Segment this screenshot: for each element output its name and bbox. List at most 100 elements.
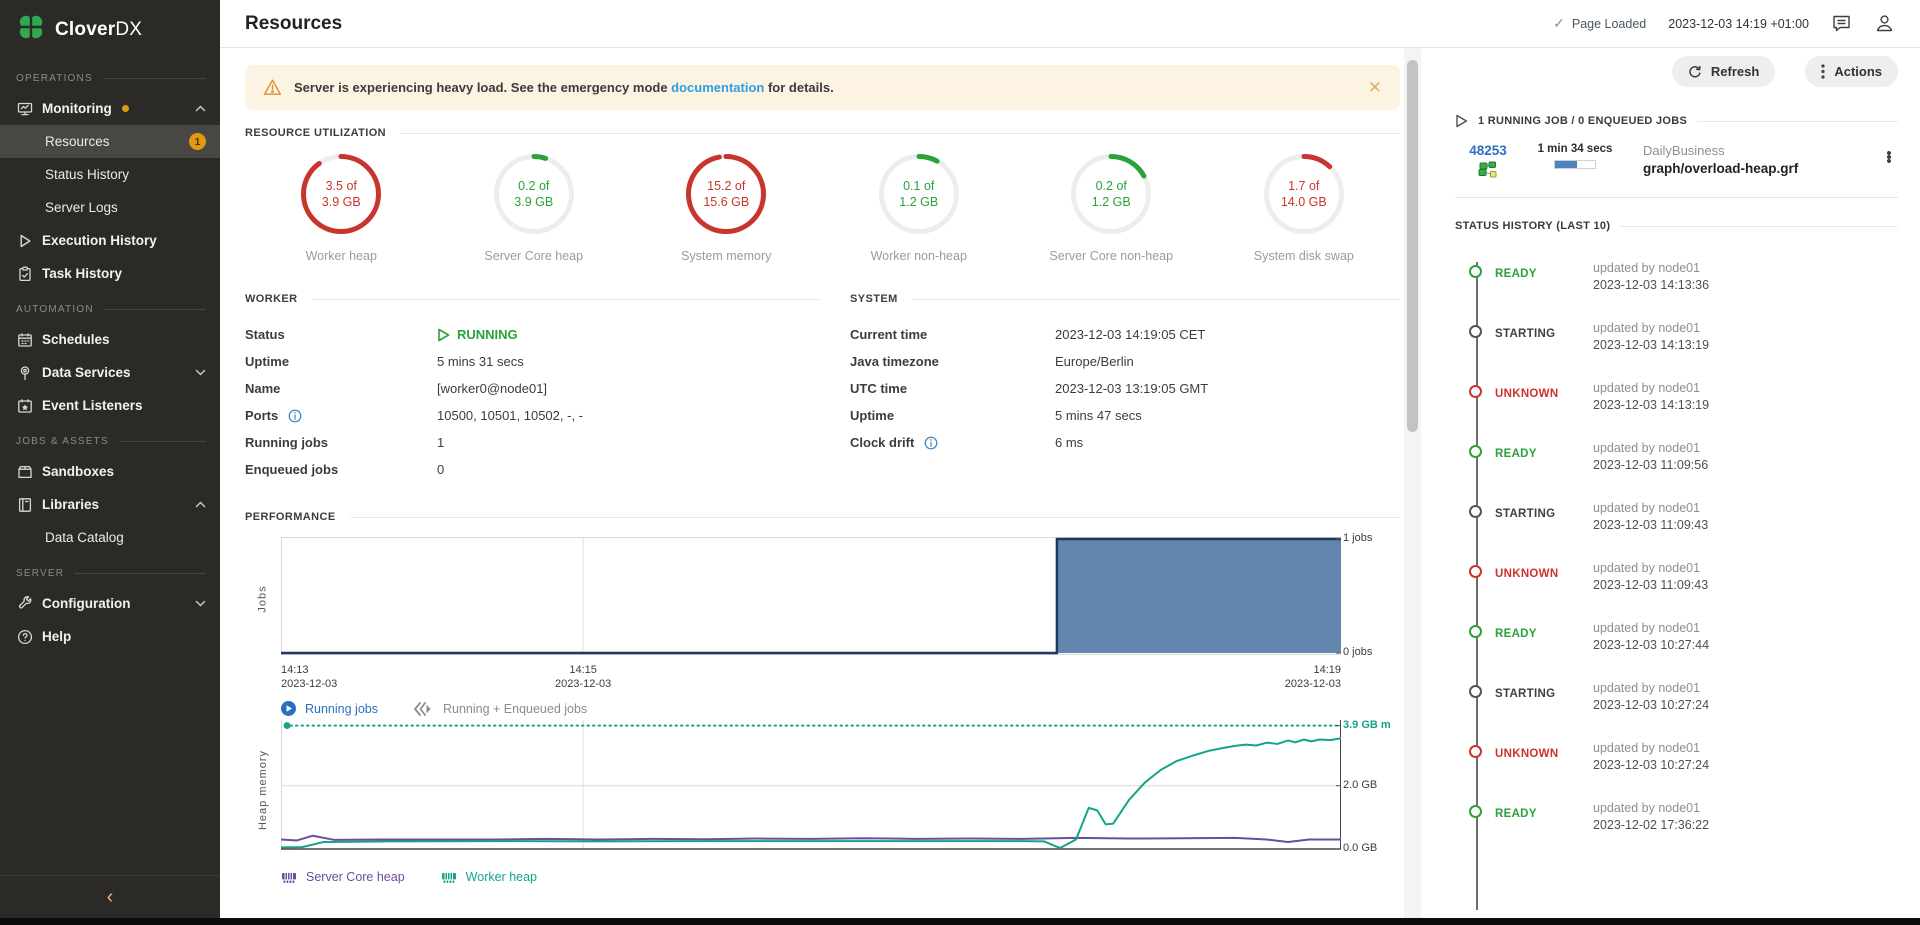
status-history-item: UNKNOWN updated by node01 2023-12-03 10:27… [1469,740,1898,800]
legend-running-enqueued-jobs[interactable]: Running + Enqueued jobs [414,702,587,716]
window-bottom-edge [0,918,1920,925]
jobs-ytick: 1 jobs [1343,532,1373,544]
sidebar-item-resources[interactable]: Resources 1 [0,125,220,158]
gauge-server-core-non-heap: 0.2 of 1.2 GB Server Core non-heap [1015,152,1208,263]
status-timestamp: 2023-12-03 11:09:56 [1593,458,1709,472]
job-duration: 1 min 34 secs [1537,143,1613,155]
sidebar-nav: OPERATIONS Monitoring Resources 1 Status His… [0,59,220,653]
info-icon[interactable] [288,409,302,423]
row-current-time: Current time 2023-12-03 14:19:05 CET [850,327,1206,342]
status-history-item: STARTING updated by node01 2023-12-03 11:0… [1469,500,1898,560]
sidebar-item-data-catalog[interactable]: Data Catalog [0,521,220,554]
status-label: STARTING [1495,688,1556,700]
clipboard-icon [17,266,33,282]
refresh-button[interactable]: Refresh [1671,56,1776,87]
sidebar-item-task-history[interactable]: Task History [0,257,220,290]
feedback-icon[interactable] [1831,13,1852,34]
status-updated-by: updated by node01 [1593,441,1701,455]
chevrons-icon [414,701,434,716]
status-timestamp: 2023-12-03 14:13:36 [1593,278,1710,292]
job-progress-bar [1554,160,1596,169]
gauge-server-core-heap: 0.2 of 3.9 GB Server Core heap [438,152,631,263]
sidebar-item-monitoring[interactable]: Monitoring [0,92,220,125]
heap-chart: Heap memory 3.9 GB m 2.0 GB 0.0 GB [245,719,1405,860]
job-graph-icon [1478,160,1498,179]
sidebar-item-server-logs[interactable]: Server Logs [0,191,220,224]
status-updated-by: updated by node01 [1593,381,1701,395]
sidebar-item-help[interactable]: Help [0,620,220,653]
heap-chart-plot[interactable] [280,720,1342,855]
row-running-jobs: Running jobs 1 [245,435,445,450]
logo[interactable]: CloverDX [0,0,220,57]
sidebar-item-libraries[interactable]: Libraries [0,488,220,521]
nav-section-server: SERVER [0,554,220,587]
status-updated-by: updated by node01 [1593,321,1701,335]
nav-section-operations: OPERATIONS [0,59,220,92]
jobs-chart-plot[interactable] [281,537,1341,655]
documentation-link[interactable]: documentation [671,80,765,95]
actions-button[interactable]: Actions [1805,56,1898,87]
sidebar-item-label: Help [42,629,72,644]
status-history-header: STATUS HISTORY (LAST 10) [1455,220,1898,232]
main-scrollbar-thumb[interactable] [1407,60,1418,432]
main-scrollbar-track[interactable] [1404,48,1421,918]
calendar-star-icon [17,398,33,414]
sidebar-item-sandboxes[interactable]: Sandboxes [0,455,220,488]
user-avatar-icon[interactable] [1874,13,1895,34]
play-outline-icon [1455,114,1468,128]
row-value: 1 [437,435,445,450]
status-timestamp: 2023-12-03 10:27:24 [1593,758,1710,772]
memory-icon [441,871,457,884]
status-label: UNKNOWN [1495,748,1559,760]
sidebar-item-event-listeners[interactable]: Event Listeners [0,389,220,422]
gauge-value: 1.7 of 14.0 GB [1280,179,1327,209]
warning-banner: Server is experiencing heavy load. See t… [245,65,1400,110]
timeline-line [1476,262,1478,910]
running-job-row[interactable]: 48253 1 min 34 secs DailyBusiness [1455,143,1898,198]
gauge-worker-non-heap: 0.1 of 1.2 GB Worker non-heap [823,152,1016,263]
resource-utilization-header: RESOURCE UTILIZATION [245,127,1400,139]
gauge-system-memory: 15.2 of 15.6 GB System memory [630,152,823,263]
status-history-item: READY updated by node01 2023-12-03 11:09:5… [1469,440,1898,500]
right-panel: Refresh Actions 1 RUNNING JOB / 0 ENQUEU… [1421,48,1920,918]
gauge-label: System memory [681,249,772,263]
row-name: Name [worker0@node01] [245,381,548,396]
row-value: 2023-12-03 13:19:05 GMT [1055,381,1209,396]
sidebar-item-data-services[interactable]: Data Services [0,356,220,389]
gauge-value: 0.2 of 3.9 GB [514,179,554,209]
job-id-link[interactable]: 48253 [1469,143,1507,158]
status-history-item: UNKNOWN updated by node01 2023-12-03 14:13… [1469,380,1898,440]
status-timestamp: 2023-12-03 10:27:44 [1593,638,1710,652]
sidebar-item-configuration[interactable]: Configuration [0,587,220,620]
topbar-timestamp: 2023-12-03 14:19 +01:00 [1668,16,1809,31]
banner-close-icon[interactable]: ✕ [1367,78,1382,97]
sidebar-item-execution-history[interactable]: Execution History [0,224,220,257]
status-history-item: STARTING updated by node01 2023-12-03 10:2… [1469,680,1898,740]
sidebar-item-label: Monitoring [42,101,112,116]
info-icon[interactable] [924,436,938,450]
status-label: READY [1495,268,1537,280]
row-value: 6 ms [1055,435,1084,450]
legend-running-jobs[interactable]: Running jobs [281,701,378,716]
performance-header: PERFORMANCE [245,511,1400,523]
sidebar-item-label: Libraries [42,497,100,512]
status-history-item: READY updated by node01 2023-12-03 10:27:4… [1469,620,1898,680]
heap-chart-legend: Server Core heap Worker heap [281,870,1405,884]
legend-server-core-heap[interactable]: Server Core heap [281,870,405,884]
status-circle-icon [1469,385,1482,398]
gauge-label: Worker non-heap [870,249,967,263]
row-value: RUNNING [437,327,518,342]
legend-worker-heap[interactable]: Worker heap [441,870,537,884]
sidebar-collapse-button[interactable]: ‹ [0,875,220,918]
kebab-icon [1821,64,1825,79]
status-timestamp: 2023-12-03 14:13:19 [1593,398,1710,412]
collapse-chevron-icon: ‹ [106,885,114,908]
sidebar-item-status-history[interactable]: Status History [0,158,220,191]
status-history-item: READY updated by node01 2023-12-03 14:13:3… [1469,260,1898,320]
jobs-xtick: 14:13 2023-12-03 [281,664,338,690]
status-history-timeline: READY updated by node01 2023-12-03 14:13:3… [1455,260,1898,910]
system-section: SYSTEM Current time 2023-12-03 14:19:05 C… [850,293,1400,483]
status-updated-by: updated by node01 [1593,261,1701,275]
job-kebab-menu-icon[interactable]: • • • [1886,145,1892,170]
sidebar-item-schedules[interactable]: Schedules [0,323,220,356]
